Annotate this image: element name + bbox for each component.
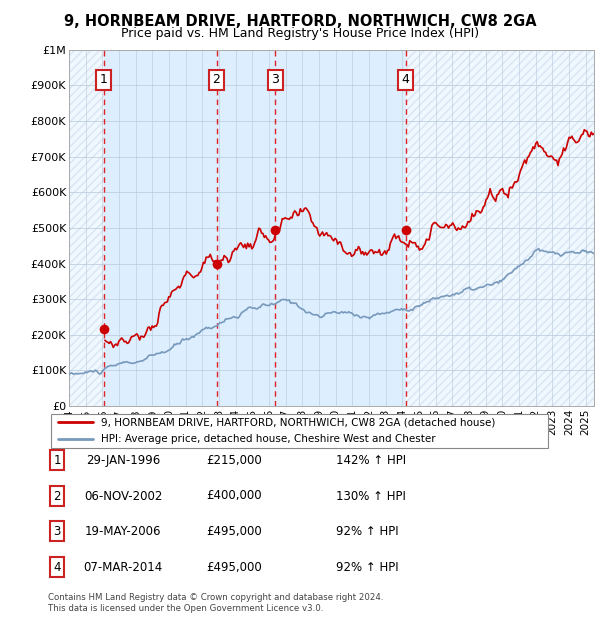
Bar: [69, 50, 104, 406]
FancyBboxPatch shape: [50, 414, 548, 448]
Text: 130% ↑ HPI: 130% ↑ HPI: [336, 490, 406, 502]
Text: 4: 4: [53, 561, 61, 574]
Text: 1: 1: [100, 73, 107, 86]
Text: 9, HORNBEAM DRIVE, HARTFORD, NORTHWICH, CW8 2GA: 9, HORNBEAM DRIVE, HARTFORD, NORTHWICH, …: [64, 14, 536, 29]
Text: £495,000: £495,000: [206, 525, 262, 538]
Text: £215,000: £215,000: [206, 454, 262, 466]
Text: 3: 3: [53, 525, 61, 538]
Bar: [69, 50, 104, 406]
Text: 3: 3: [271, 73, 279, 86]
Text: 19-MAY-2006: 19-MAY-2006: [85, 525, 161, 538]
Text: 2: 2: [53, 490, 61, 502]
Text: HPI: Average price, detached house, Cheshire West and Chester: HPI: Average price, detached house, Ches…: [101, 435, 436, 445]
Text: £495,000: £495,000: [206, 561, 262, 574]
Text: Price paid vs. HM Land Registry's House Price Index (HPI): Price paid vs. HM Land Registry's House …: [121, 27, 479, 40]
Text: 92% ↑ HPI: 92% ↑ HPI: [336, 525, 398, 538]
Text: 2: 2: [212, 73, 220, 86]
Text: 9, HORNBEAM DRIVE, HARTFORD, NORTHWICH, CW8 2GA (detached house): 9, HORNBEAM DRIVE, HARTFORD, NORTHWICH, …: [101, 417, 495, 427]
Text: 07-MAR-2014: 07-MAR-2014: [83, 561, 163, 574]
Text: 29-JAN-1996: 29-JAN-1996: [86, 454, 160, 466]
Bar: [406, 50, 594, 406]
Text: 4: 4: [401, 73, 409, 86]
Text: £400,000: £400,000: [206, 490, 262, 502]
Text: 92% ↑ HPI: 92% ↑ HPI: [336, 561, 398, 574]
Text: 1: 1: [53, 454, 61, 466]
Text: 142% ↑ HPI: 142% ↑ HPI: [336, 454, 406, 466]
Text: Contains HM Land Registry data © Crown copyright and database right 2024.
This d: Contains HM Land Registry data © Crown c…: [48, 593, 383, 613]
Text: 06-NOV-2002: 06-NOV-2002: [84, 490, 162, 502]
